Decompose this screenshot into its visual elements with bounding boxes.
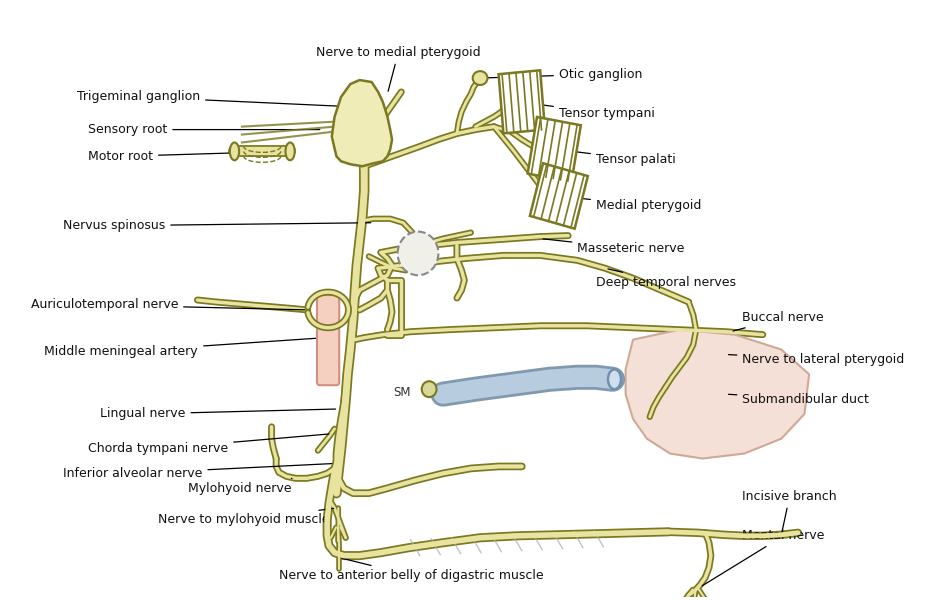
Text: Medial pterygoid: Medial pterygoid bbox=[562, 196, 702, 212]
Text: Trigeminal ganglion: Trigeminal ganglion bbox=[77, 91, 350, 107]
Text: Mylohyoid nerve: Mylohyoid nerve bbox=[188, 478, 292, 495]
Text: Submandibular duct: Submandibular duct bbox=[729, 392, 870, 406]
Text: Incisive branch: Incisive branch bbox=[743, 490, 837, 532]
Text: Nerve to lateral pterygoid: Nerve to lateral pterygoid bbox=[729, 353, 905, 366]
Text: Middle meningeal artery: Middle meningeal artery bbox=[44, 338, 323, 358]
Circle shape bbox=[398, 232, 438, 275]
Ellipse shape bbox=[230, 142, 239, 160]
Text: Tensor palati: Tensor palati bbox=[560, 150, 676, 166]
Polygon shape bbox=[626, 330, 809, 458]
Text: Tensor tympani: Tensor tympani bbox=[523, 102, 654, 120]
Text: Sensory root: Sensory root bbox=[88, 123, 320, 136]
Text: Buccal nerve: Buccal nerve bbox=[733, 311, 824, 331]
Text: Lingual nerve: Lingual nerve bbox=[100, 407, 336, 421]
Polygon shape bbox=[530, 163, 588, 229]
Text: Nerve to mylohyoid muscle: Nerve to mylohyoid muscle bbox=[159, 508, 334, 526]
Ellipse shape bbox=[286, 142, 295, 160]
Ellipse shape bbox=[473, 71, 488, 85]
Ellipse shape bbox=[608, 370, 621, 389]
Text: Masseteric nerve: Masseteric nerve bbox=[543, 239, 685, 255]
Text: Motor root: Motor root bbox=[88, 150, 283, 163]
Text: Otic ganglion: Otic ganglion bbox=[483, 68, 642, 80]
Text: Inferior alveolar nerve: Inferior alveolar nerve bbox=[63, 464, 332, 480]
Text: Nervus spinosus: Nervus spinosus bbox=[63, 219, 371, 232]
FancyBboxPatch shape bbox=[317, 295, 339, 385]
Text: Mental nerve: Mental nerve bbox=[702, 529, 825, 586]
Polygon shape bbox=[527, 117, 581, 182]
Text: Nerve to anterior belly of digastric muscle: Nerve to anterior belly of digastric mus… bbox=[279, 558, 543, 582]
Text: Chorda tympani nerve: Chorda tympani nerve bbox=[88, 434, 329, 455]
Text: Nerve to medial pterygoid: Nerve to medial pterygoid bbox=[316, 46, 481, 91]
Text: Deep temporal nerves: Deep temporal nerves bbox=[596, 269, 736, 289]
Ellipse shape bbox=[422, 381, 437, 397]
Text: Auriculotemporal nerve: Auriculotemporal nerve bbox=[31, 298, 305, 311]
Polygon shape bbox=[499, 70, 545, 133]
Text: SM: SM bbox=[393, 386, 411, 398]
Polygon shape bbox=[332, 80, 392, 166]
